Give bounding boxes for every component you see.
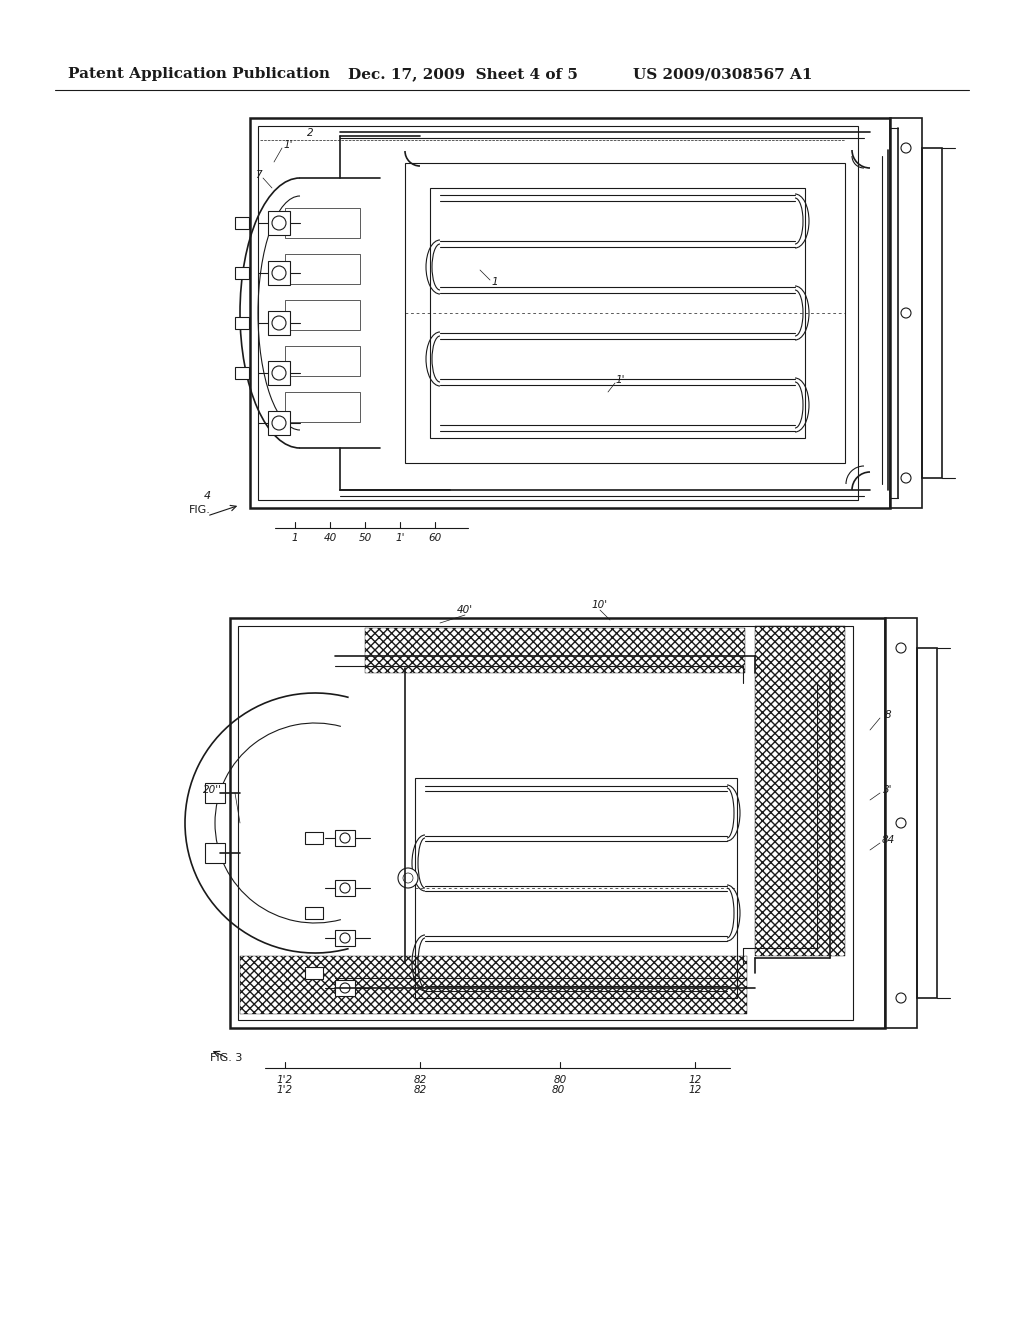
Bar [205,843,225,863]
Text: 8: 8 [885,710,891,719]
Text: 82: 82 [414,1074,427,1085]
Bar [234,367,249,379]
Text: 60: 60 [428,533,441,543]
Bar [335,979,355,997]
Text: 1': 1' [615,375,625,385]
Bar [205,783,225,803]
Text: 82: 82 [414,1085,427,1096]
Text: 1: 1 [492,277,499,286]
Bar [918,648,937,998]
Bar [250,117,890,508]
Bar [305,907,323,919]
Text: 1'2: 1'2 [276,1085,293,1096]
Circle shape [340,883,350,894]
Bar [240,956,746,1014]
Bar [285,300,360,330]
Text: 4: 4 [204,491,211,502]
Bar [268,360,290,385]
Bar [234,267,249,279]
Text: 10': 10' [592,601,608,610]
Bar [430,187,805,438]
Text: US 2009/0308567 A1: US 2009/0308567 A1 [633,67,812,81]
Circle shape [272,366,286,380]
Circle shape [272,416,286,430]
Circle shape [340,983,350,993]
Circle shape [340,933,350,942]
Bar [890,117,922,508]
Bar [335,830,355,846]
Circle shape [272,216,286,230]
Bar [365,628,745,673]
Circle shape [340,833,350,843]
Bar [305,968,323,979]
Text: FIG. 3: FIG. 3 [210,1053,243,1063]
Text: 1': 1' [395,533,404,543]
Text: 40: 40 [324,533,337,543]
Text: Dec. 17, 2009  Sheet 4 of 5: Dec. 17, 2009 Sheet 4 of 5 [348,67,578,81]
Bar [234,317,249,329]
Text: Patent Application Publication: Patent Application Publication [68,67,330,81]
Bar [406,162,845,463]
Bar [268,261,290,285]
Bar [234,216,249,228]
Text: 7: 7 [255,170,261,180]
Text: 84: 84 [882,836,895,845]
Bar [268,312,290,335]
Circle shape [398,869,418,888]
Bar [285,209,360,238]
Text: FIG.: FIG. [189,506,211,515]
Bar [335,931,355,946]
Bar [922,148,942,478]
Bar [415,777,737,998]
Circle shape [272,315,286,330]
Text: 3': 3' [884,785,893,795]
Bar [268,411,290,436]
Text: 1: 1 [292,533,298,543]
Bar [285,392,360,422]
Text: 2: 2 [306,128,313,139]
Bar [755,626,845,956]
Text: 12: 12 [688,1085,701,1096]
Bar [285,346,360,376]
Text: 50: 50 [358,533,372,543]
Text: 80: 80 [553,1074,566,1085]
Text: 12: 12 [688,1074,701,1085]
Text: 20'': 20'' [203,785,221,795]
Text: 1'2: 1'2 [276,1074,293,1085]
Bar [258,125,858,500]
Text: 80: 80 [551,1085,564,1096]
Bar [305,832,323,843]
Bar [335,880,355,896]
Bar [230,618,885,1028]
Bar [268,211,290,235]
Bar [285,253,360,284]
Text: 40': 40' [457,605,473,615]
Bar [238,626,853,1020]
Text: 1': 1' [284,140,293,150]
Bar [885,618,918,1028]
Circle shape [272,267,286,280]
